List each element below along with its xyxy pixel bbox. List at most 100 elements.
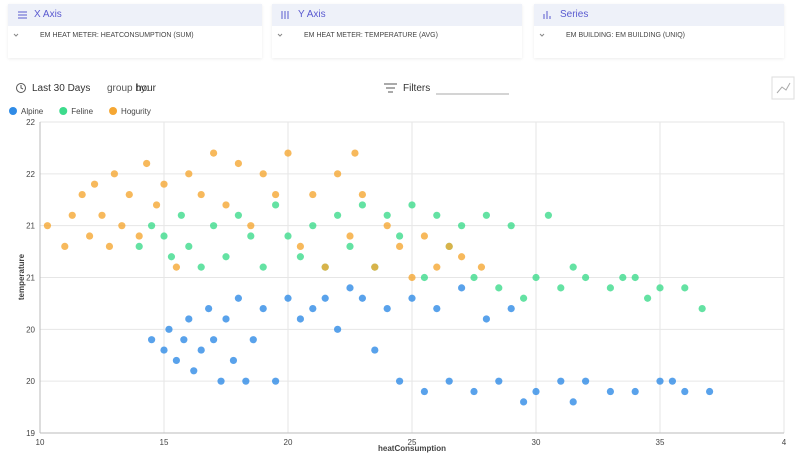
point — [135, 232, 143, 240]
point — [681, 387, 689, 396]
point — [185, 242, 193, 250]
point — [346, 242, 354, 250]
point — [284, 149, 292, 157]
point — [180, 336, 188, 344]
point — [644, 294, 652, 302]
point — [383, 211, 391, 219]
point — [420, 232, 428, 240]
point — [190, 367, 198, 375]
point — [197, 346, 205, 354]
point — [520, 398, 528, 406]
point — [185, 170, 193, 178]
chart-type-icon — [776, 82, 791, 94]
point — [433, 211, 441, 219]
point — [569, 398, 577, 406]
point — [458, 284, 466, 292]
point — [197, 190, 205, 199]
point — [557, 284, 565, 292]
point — [309, 305, 317, 313]
point — [358, 190, 366, 199]
point — [495, 284, 503, 292]
legend-label[interactable]: Feline — [71, 107, 93, 116]
point — [668, 377, 677, 385]
point — [371, 346, 379, 354]
point — [86, 232, 94, 240]
point — [229, 356, 238, 365]
point — [482, 211, 490, 219]
point — [160, 180, 168, 188]
point — [135, 242, 143, 250]
x-tick-label: 35 — [656, 438, 665, 447]
point — [222, 253, 230, 261]
point — [143, 159, 151, 168]
y-tick-label: 21 — [26, 222, 35, 231]
y-axis-panel[interactable]: Y Axis EM HEAT METER: TEMPERATURE (AVG) — [272, 4, 522, 58]
x-axis-title: heatConsumption — [378, 444, 446, 453]
point — [259, 305, 267, 313]
point — [420, 273, 428, 282]
legend-marker — [9, 107, 17, 115]
point — [321, 263, 329, 271]
date-range: Last 30 Days — [32, 83, 90, 94]
point — [532, 387, 540, 396]
point — [177, 211, 185, 219]
point — [681, 284, 689, 292]
legend-marker — [59, 107, 68, 115]
point — [383, 222, 391, 230]
clock-hand — [20, 85, 24, 90]
point — [346, 232, 354, 240]
clock-icon — [16, 83, 26, 93]
legend-label[interactable]: Alpine — [21, 107, 44, 116]
point — [172, 356, 180, 365]
point — [334, 325, 342, 333]
point — [259, 263, 267, 271]
point — [125, 190, 133, 199]
x-tick-label: 25 — [408, 438, 417, 447]
point — [148, 222, 156, 230]
point — [433, 263, 441, 271]
panel-field: EM HEAT METER: HEATCONSUMPTION (SUM) — [40, 32, 194, 39]
x-axis-panel[interactable]: X Axis EM HEAT METER: HEATCONSUMPTION (SU… — [8, 4, 262, 58]
point — [495, 377, 503, 385]
point — [408, 273, 416, 282]
legend-label[interactable]: Hogurity — [121, 107, 151, 116]
y-tick-label: 19 — [26, 429, 35, 438]
point — [172, 263, 180, 271]
point — [619, 273, 627, 282]
point — [242, 377, 250, 385]
point — [272, 190, 280, 199]
point — [249, 336, 257, 344]
point — [321, 294, 329, 302]
point — [296, 253, 304, 261]
point — [68, 211, 76, 219]
point — [309, 222, 317, 230]
point — [148, 336, 156, 344]
point — [334, 211, 342, 219]
point — [234, 159, 242, 168]
point — [160, 346, 168, 354]
point — [445, 377, 453, 385]
point — [284, 232, 292, 240]
point — [284, 294, 292, 302]
point — [210, 149, 218, 157]
point — [61, 242, 69, 250]
point — [167, 253, 176, 261]
y-tick-label: 22 — [26, 118, 35, 127]
point — [482, 315, 490, 323]
point — [197, 263, 205, 271]
point — [383, 305, 391, 313]
point — [205, 305, 213, 313]
point — [470, 387, 478, 396]
series-panel[interactable]: Series EM BUILDING: EM BUILDING (UNIQ) — [534, 4, 784, 58]
point — [309, 190, 317, 199]
point — [185, 315, 193, 323]
point — [557, 377, 565, 385]
y-tick-label: 20 — [26, 377, 35, 386]
point — [532, 273, 540, 282]
point — [43, 222, 52, 230]
point — [656, 284, 664, 292]
point — [396, 232, 404, 240]
chart-type-button[interactable] — [771, 76, 795, 100]
